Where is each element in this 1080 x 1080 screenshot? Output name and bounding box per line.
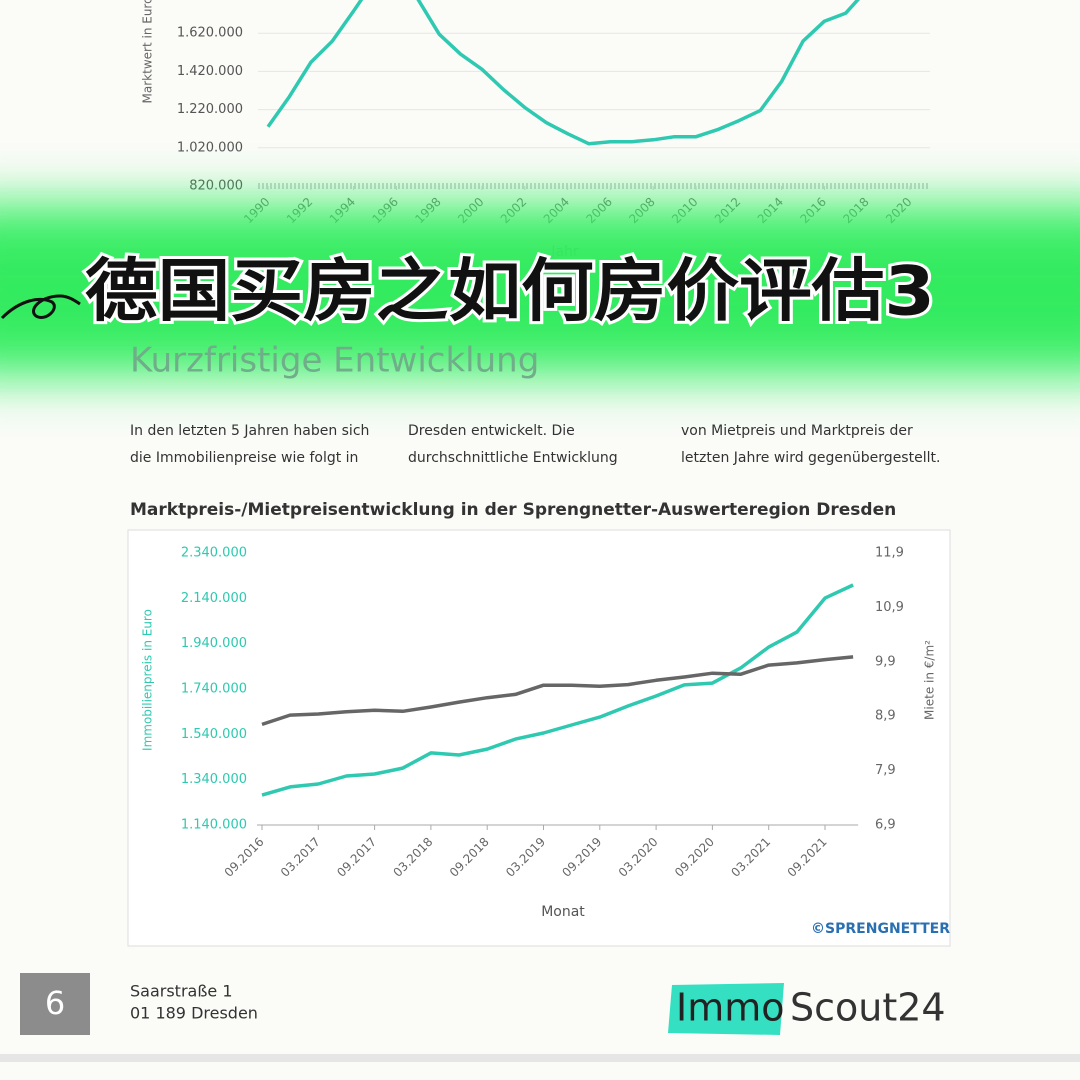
x-axis-label: Monat (541, 904, 585, 920)
address-line: Saarstraße 1 (130, 982, 233, 1001)
y-tick-label: 1.220.000 (177, 102, 243, 117)
y2-tick-label: 11,9 (875, 546, 904, 561)
paragraph-line: die Immobilienpreise wie folgt in (130, 450, 358, 466)
y2-tick-label: 9,9 (875, 654, 896, 669)
paragraph-line: durchschnittliche Entwicklung (408, 450, 618, 466)
y-tick-label: 2.140.000 (181, 591, 247, 606)
section-heading: Kurzfristige Entwicklung (130, 341, 539, 381)
y-axis-label: Marktwert in Euro (141, 0, 155, 103)
logo-box (668, 983, 784, 1035)
y2-tick-label: 7,9 (875, 763, 896, 778)
y-tick-label: 1.620.000 (177, 26, 243, 41)
y-tick-label: 1.940.000 (181, 636, 247, 651)
y-tick-label: 1.020.000 (177, 140, 243, 155)
intro: In den letzten 5 Jahren haben sich die Im… (130, 423, 940, 466)
overlay-title: 德国买房之如何房价评估3 (85, 253, 935, 332)
y-tick-label: 1.540.000 (181, 727, 247, 742)
source: ©SPRENGNETTER (811, 921, 950, 937)
page-number: 6 (45, 984, 65, 1022)
squiggle (0, 294, 81, 320)
y-tick-label: 1.820.000 (177, 0, 243, 3)
paragraph-line: von Mietpreis und Marktpreis der (681, 423, 913, 439)
series-line (261, 655, 854, 727)
y2-axis-label: Miete in €/m² (923, 640, 937, 720)
page-badge (20, 973, 90, 1035)
chart-title: Marktpreis-/Mietpreisentwicklung in der … (130, 500, 896, 520)
glow-core (0, 235, 1080, 345)
paragraph-line: letzten Jahre wird gegenübergestellt. (681, 450, 940, 466)
y-tick-label: 1.140.000 (181, 818, 247, 833)
y-tick-label: 1.740.000 (181, 682, 247, 697)
y-tick-label: 1.420.000 (177, 64, 243, 79)
y-tick-label: 820.000 (189, 179, 243, 194)
y-tick-label: 1.340.000 (181, 772, 247, 787)
paragraph-line: In den letzten 5 Jahren haben sich (130, 423, 369, 439)
page-edge (0, 1054, 1080, 1062)
paragraph-line: Dresden entwickelt. Die (408, 423, 575, 439)
series-line (266, 0, 860, 146)
y2-tick-label: 6,9 (875, 818, 896, 833)
logo-immo: Immo (676, 986, 785, 1030)
y-tick-label: 2.340.000 (181, 546, 247, 561)
chart-frame (127, 529, 951, 947)
y2-tick-label: 8,9 (875, 709, 896, 724)
y-axis-label: Immobilienpreis in Euro (141, 609, 155, 751)
series-line (261, 583, 854, 797)
logo-scout: Scout24 (790, 986, 946, 1030)
y2-tick-label: 10,9 (875, 600, 904, 615)
address-line: 01 189 Dresden (130, 1004, 258, 1023)
